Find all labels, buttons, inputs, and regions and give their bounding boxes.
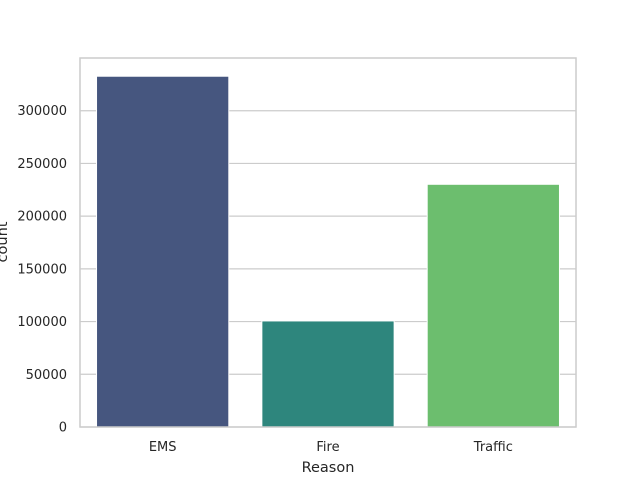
y-axis-title: count <box>0 221 11 262</box>
y-tick-label: 0 <box>59 421 67 436</box>
x-tick-label: EMS <box>149 440 177 455</box>
bar-traffic <box>426 183 560 428</box>
x-axis-title: Reason <box>302 460 355 476</box>
y-tick-label: 100000 <box>17 315 67 330</box>
x-tick-label: Traffic <box>473 440 513 455</box>
bar-fire <box>261 320 395 428</box>
y-tick-label: 150000 <box>17 262 67 277</box>
x-tick-labels: EMS Fire Traffic <box>149 440 513 455</box>
x-tick-label: Fire <box>316 440 339 455</box>
y-tick-label: 50000 <box>26 368 67 383</box>
y-tick-label: 200000 <box>17 210 67 225</box>
y-tick-labels: 0 50000 100000 150000 200000 250000 300000 <box>17 104 67 435</box>
y-tick-label: 250000 <box>17 157 67 172</box>
bars <box>96 75 560 428</box>
y-tick-label: 300000 <box>17 104 67 119</box>
bar-ems <box>96 75 230 428</box>
plot-frame <box>79 57 577 428</box>
